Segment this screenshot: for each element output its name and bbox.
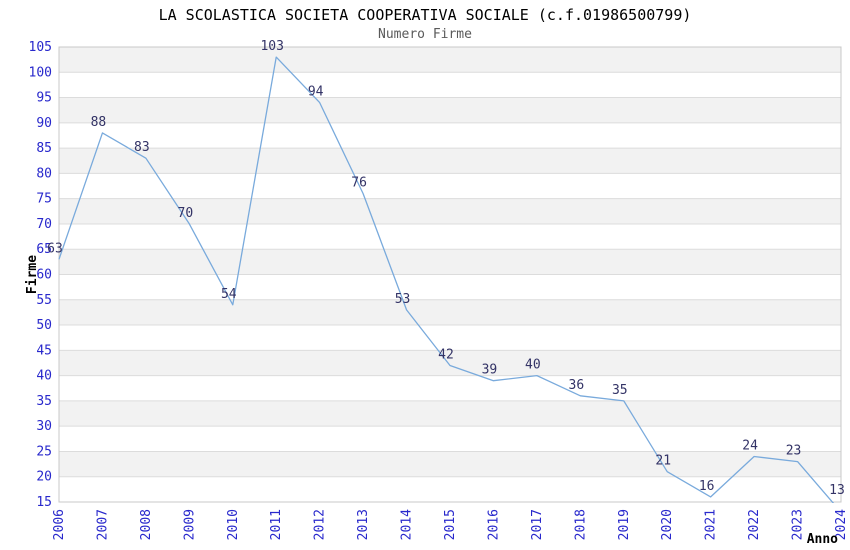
x-tick-label: 2010	[226, 509, 241, 540]
data-point-label: 63	[47, 241, 63, 256]
y-tick-label: 50	[36, 318, 52, 333]
data-point-label: 36	[569, 378, 585, 393]
y-tick-label: 105	[29, 40, 52, 55]
x-tick-label: 2018	[573, 509, 588, 540]
y-tick-label: 90	[36, 116, 52, 131]
data-point-label: 83	[134, 140, 150, 155]
x-tick-label: 2011	[269, 509, 284, 540]
data-point-label: 24	[742, 439, 758, 454]
y-tick-label: 25	[36, 444, 52, 459]
series-line	[58, 56, 835, 503]
data-point-label: 53	[395, 292, 411, 307]
data-point-label: 23	[786, 444, 802, 459]
plot-band	[59, 148, 841, 174]
x-tick-label: 2009	[182, 509, 197, 540]
y-tick-label: 70	[36, 217, 52, 232]
data-point-label: 40	[525, 358, 541, 373]
y-tick-label: 20	[36, 470, 52, 485]
x-tick-label: 2007	[95, 509, 110, 540]
x-tick-label: 2006	[52, 509, 67, 540]
chart-subtitle: Numero Firme	[378, 27, 472, 42]
y-tick-label: 35	[36, 394, 52, 409]
data-point-label: 21	[655, 454, 671, 469]
data-point-label: 35	[612, 383, 628, 398]
x-tick-label: 2014	[400, 509, 415, 540]
plot-band	[59, 198, 841, 224]
y-tick-label: 45	[36, 343, 52, 358]
x-tick-label: 2020	[660, 509, 675, 540]
y-tick-label: 85	[36, 141, 52, 156]
data-point-label: 16	[699, 479, 715, 494]
y-tick-label: 75	[36, 192, 52, 207]
y-tick-label: 30	[36, 419, 52, 434]
y-axis-title: Firme	[25, 255, 40, 294]
plot-border	[58, 46, 842, 503]
plot-band	[59, 97, 841, 123]
y-tick-label: 40	[36, 369, 52, 384]
data-point-label: 39	[482, 363, 498, 378]
plot-band	[59, 451, 841, 477]
y-tick-label: 95	[36, 91, 52, 106]
data-point-label: 54	[221, 287, 237, 302]
y-tick-label: 55	[36, 293, 52, 308]
data-point-label: 103	[260, 39, 283, 54]
x-tick-label: 2013	[356, 509, 371, 540]
y-tick-label: 60	[36, 268, 52, 283]
data-point-label: 94	[308, 85, 324, 100]
x-tick-label: 2024	[834, 509, 849, 540]
x-tick-label: 2022	[747, 509, 762, 540]
chart-title: LA SCOLASTICA SOCIETA COOPERATIVA SOCIAL…	[158, 6, 692, 24]
x-tick-label: 2012	[313, 509, 328, 540]
y-tick-label: 100	[29, 65, 52, 80]
data-point-label: 88	[91, 115, 107, 130]
data-point-label: 42	[438, 348, 454, 363]
x-tick-label: 2015	[443, 509, 458, 540]
x-tick-label: 2008	[139, 509, 154, 540]
data-point-label: 76	[351, 176, 367, 191]
data-point-label: 13	[829, 483, 845, 498]
x-tick-label: 2016	[486, 509, 501, 540]
x-tick-label: 2019	[617, 509, 632, 540]
y-tick-label: 80	[36, 166, 52, 181]
y-tick-label: 65	[36, 242, 52, 257]
plot-band	[59, 47, 841, 73]
x-tick-label: 2017	[530, 509, 545, 540]
y-tick-label: 15	[36, 495, 52, 510]
plot-band	[59, 350, 841, 376]
x-tick-label: 2023	[791, 509, 806, 540]
data-point-label: 70	[178, 206, 194, 221]
x-tick-label: 2021	[704, 509, 719, 540]
plot-band	[59, 299, 841, 326]
plot-band	[59, 249, 841, 275]
x-axis-title: Anno	[807, 532, 838, 547]
plot-band	[59, 400, 841, 427]
